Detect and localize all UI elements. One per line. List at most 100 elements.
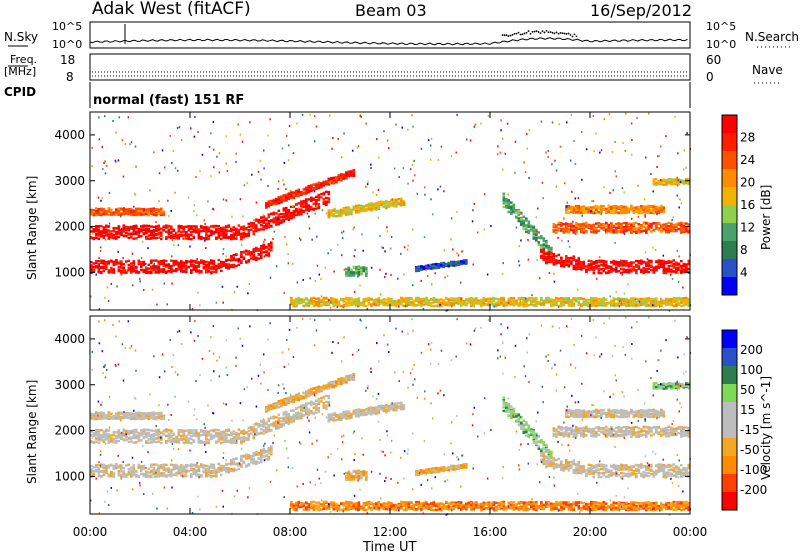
heatmap-cell [315, 187, 318, 190]
heatmap-cell [365, 273, 368, 276]
heatmap-cell [412, 300, 416, 303]
heatmap-cell [362, 297, 366, 301]
heatmap-cell [387, 301, 391, 305]
heatmap-cell [525, 301, 528, 305]
heatmap-cell [662, 261, 666, 265]
heatmap-cell [672, 181, 676, 184]
heatmap-cell [417, 300, 421, 303]
heatmap-cell [377, 204, 381, 208]
heatmap-cell [570, 222, 573, 226]
heatmap-cell [512, 302, 516, 305]
heatmap-cell [350, 303, 353, 306]
heatmap-cell [142, 224, 146, 227]
heatmap-cell [672, 270, 676, 273]
heatmap-cell [387, 200, 391, 204]
heatmap-cell [655, 303, 658, 306]
heatmap-cell [607, 230, 611, 233]
heatmap-cell [265, 222, 268, 225]
heatmap-cell [682, 222, 686, 225]
heatmap-cell [155, 271, 158, 274]
heatmap-cell [132, 208, 136, 212]
heatmap-cell [617, 205, 621, 209]
heatmap-cell [600, 209, 603, 212]
heatmap-cell [532, 232, 536, 236]
heatmap-cell [362, 304, 366, 308]
heatmap-cell [440, 264, 443, 267]
heatmap-cell [287, 194, 291, 198]
heatmap-cell [480, 298, 483, 302]
heatmap-cell [142, 228, 146, 232]
heatmap-cell [127, 212, 131, 216]
heatmap-cell [505, 206, 508, 209]
heatmap-cell [610, 265, 613, 268]
heatmap-cell [265, 245, 268, 249]
heatmap-cell [677, 221, 681, 225]
heatmap-cell [402, 297, 406, 301]
heatmap-cell [590, 296, 593, 300]
heatmap-cell [657, 262, 661, 265]
heatmap-cell [237, 260, 241, 263]
heatmap-cell [422, 267, 426, 271]
heatmap-cell [112, 271, 116, 274]
heatmap-cell [607, 271, 611, 274]
heatmap-cell [400, 303, 403, 306]
heatmap-cell [330, 182, 333, 185]
heatmap-cell [347, 270, 351, 274]
heatmap-cell [575, 204, 578, 208]
heatmap-cell [355, 272, 358, 275]
heatmap-cell [652, 300, 656, 304]
heatmap-cell [277, 197, 281, 200]
heatmap-cell [577, 223, 581, 226]
heatmap-cell [260, 245, 263, 249]
heatmap-cell [252, 226, 256, 230]
heatmap-cell [232, 226, 236, 229]
heatmap-cell [443, 249, 446, 252]
heatmap-cell [465, 262, 468, 265]
heatmap-cell [322, 198, 326, 201]
heatmap-cell [225, 263, 228, 266]
heatmap-cell [652, 270, 656, 274]
heatmap-cell [310, 189, 313, 193]
heatmap-cell [602, 208, 606, 211]
heatmap-cell [652, 299, 656, 302]
heatmap-cell [575, 297, 578, 300]
heatmap-cell [585, 303, 588, 307]
heatmap-cell [147, 271, 151, 274]
heatmap-cell [322, 303, 326, 307]
heatmap-cell [320, 182, 323, 185]
heatmap-cell [540, 297, 543, 300]
heatmap-cell [262, 247, 266, 251]
heatmap-cell [305, 302, 308, 305]
heatmap-cell [472, 301, 476, 305]
noise-search-point [501, 34, 504, 36]
noise-search-point [503, 34, 506, 37]
heatmap-cell [462, 299, 466, 303]
heatmap-cell [632, 222, 636, 225]
heatmap-cell [247, 232, 251, 236]
heatmap-cell [230, 263, 233, 267]
heatmap-cell [535, 228, 538, 232]
heatmap-cell [120, 269, 123, 273]
heatmap-cell [537, 243, 541, 246]
heatmap-cell [365, 270, 368, 273]
heatmap-cell [167, 264, 171, 268]
heatmap-cell [177, 233, 181, 237]
heatmap-cell [287, 197, 291, 201]
heatmap-cell [620, 209, 623, 213]
heatmap-cell [360, 207, 363, 210]
heatmap-cell [300, 301, 303, 305]
heatmap-cell [335, 300, 338, 303]
heatmap-cell [602, 205, 606, 208]
heatmap-cell [375, 298, 378, 301]
heatmap-cell [385, 301, 388, 304]
heatmap-cell [262, 221, 266, 224]
heatmap-cell [460, 304, 463, 307]
heatmap-cell [530, 301, 533, 304]
heatmap-cell [620, 224, 623, 227]
heatmap-cell [110, 234, 113, 237]
heatmap-cell [555, 224, 558, 227]
heatmap-cell [260, 254, 263, 258]
heatmap-cell [662, 254, 665, 257]
heatmap-cell [145, 230, 148, 234]
heatmap-cell [240, 232, 243, 235]
